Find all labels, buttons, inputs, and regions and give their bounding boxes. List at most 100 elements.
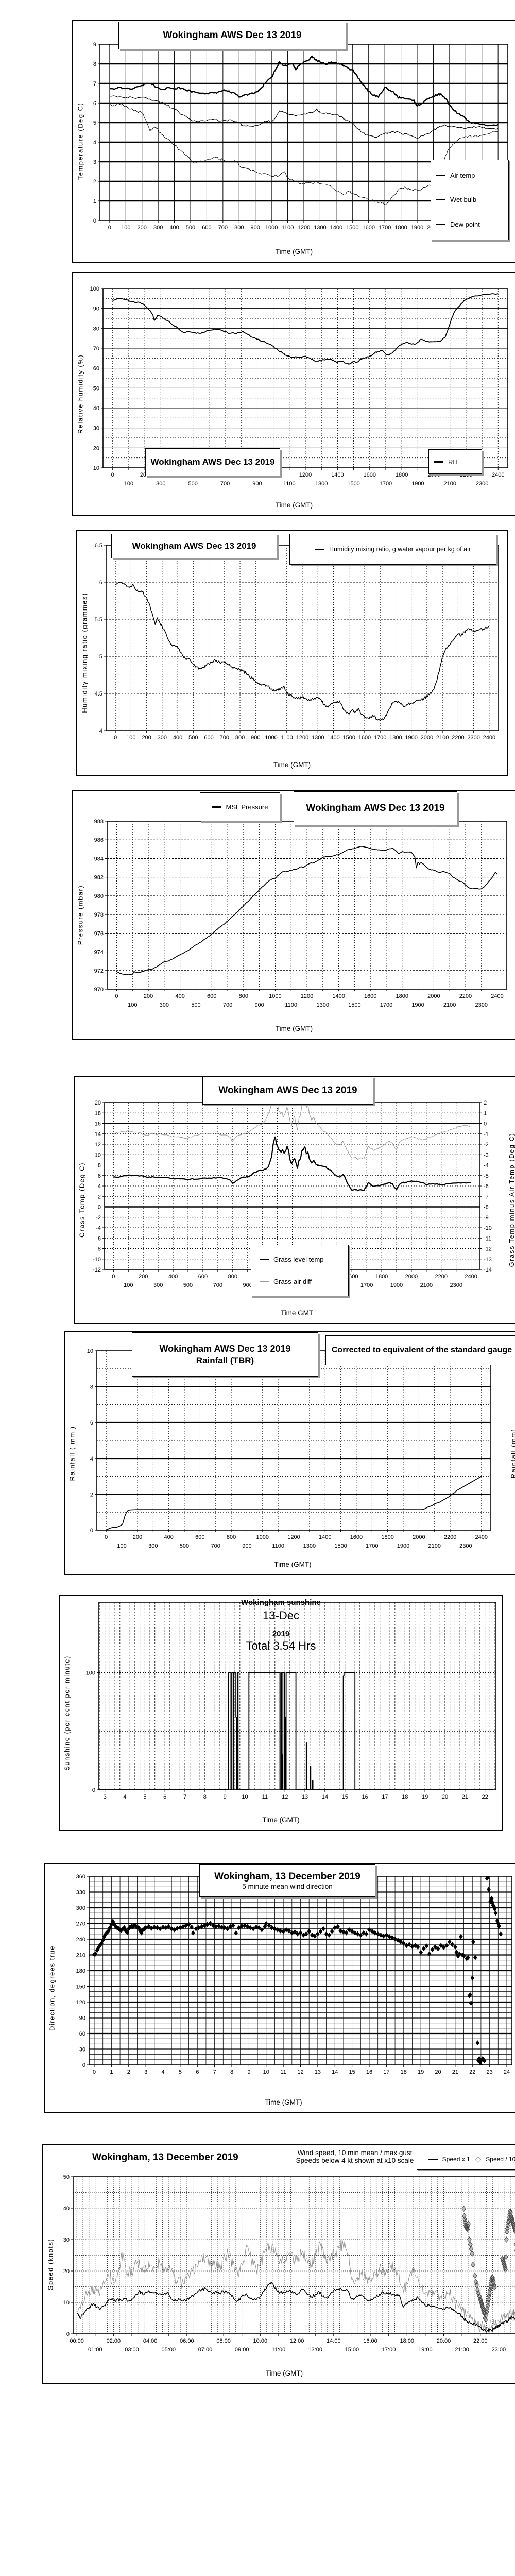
svg-text:360: 360 <box>76 1874 85 1880</box>
svg-text:4: 4 <box>123 1794 126 1800</box>
svg-text:-1: -1 <box>484 1131 489 1138</box>
svg-text:972: 972 <box>94 968 104 974</box>
svg-text:2100: 2100 <box>443 1002 456 1008</box>
svg-text:22: 22 <box>469 2069 475 2075</box>
svg-text:800: 800 <box>235 735 245 741</box>
line-marker-icon <box>436 199 445 200</box>
svg-text:2100: 2100 <box>443 481 456 487</box>
svg-text:6: 6 <box>163 1794 166 1800</box>
svg-text:6: 6 <box>93 100 96 107</box>
svg-text:11:00: 11:00 <box>272 2347 286 2353</box>
svg-text:3: 3 <box>93 159 96 165</box>
svg-text:1600: 1600 <box>350 1534 363 1540</box>
svg-text:500: 500 <box>186 225 195 231</box>
svg-text:21:00: 21:00 <box>455 2347 469 2353</box>
correction-note: Corrected to equivalent of the standard … <box>325 1335 515 1365</box>
svg-text:-8: -8 <box>484 1205 489 1211</box>
svg-text:14: 14 <box>95 1131 101 1138</box>
svg-text:2000: 2000 <box>421 735 433 741</box>
humidity-mixing-ratio-plot: 0 100 200 300 400 500 600 700 800 900 1000 1100 1200… <box>95 543 499 741</box>
svg-text:1100: 1100 <box>272 1543 284 1549</box>
chart-panel-rainfall: Rainfall ( mm ) Rainfall (mm) 0 100 200 300… <box>64 1331 515 1575</box>
svg-text:00:00: 00:00 <box>70 2338 84 2344</box>
svg-text:900: 900 <box>243 1282 252 1289</box>
svg-text:1800: 1800 <box>396 993 408 999</box>
svg-text:9: 9 <box>93 42 96 48</box>
svg-text:22:00: 22:00 <box>473 2338 488 2344</box>
svg-text:1400: 1400 <box>330 225 342 231</box>
svg-text:2400: 2400 <box>492 472 504 478</box>
x-axis-label: Time (GMT) <box>273 761 311 769</box>
svg-text:16: 16 <box>362 1794 368 1800</box>
sunshine-header: Wokingham sunshine 13-Dec 2019 Total 3.5… <box>60 1598 502 1653</box>
svg-text:12: 12 <box>95 1142 101 1148</box>
svg-text:-4: -4 <box>96 1225 101 1231</box>
svg-text:100: 100 <box>90 286 99 292</box>
svg-text:6: 6 <box>90 1420 93 1426</box>
svg-text:980: 980 <box>94 893 104 900</box>
relative-humidity-plot: 0100200300400500600700800900100011001200… <box>90 286 508 487</box>
svg-text:2100: 2100 <box>428 1543 440 1549</box>
svg-text:2300: 2300 <box>450 1282 462 1289</box>
svg-text:500: 500 <box>191 1002 200 1008</box>
chart-title-box: Wokingham AWS Dec 13 2019 <box>145 448 280 476</box>
svg-text:1700: 1700 <box>379 225 391 231</box>
svg-text:07:00: 07:00 <box>198 2347 213 2353</box>
svg-text:1700: 1700 <box>380 481 392 487</box>
svg-text:1900: 1900 <box>390 1282 403 1289</box>
svg-text:02:00: 02:00 <box>107 2338 121 2344</box>
svg-text:100: 100 <box>126 735 135 741</box>
svg-text:3: 3 <box>144 2069 147 2075</box>
svg-text:11: 11 <box>262 1794 268 1800</box>
svg-text:1000: 1000 <box>256 1534 269 1540</box>
svg-text:04:00: 04:00 <box>143 2338 158 2344</box>
svg-text:1200: 1200 <box>298 225 310 231</box>
svg-text:60: 60 <box>93 366 99 372</box>
wind-speed-note-2: Speeds below 4 kt shown at x10 scale <box>296 2157 414 2164</box>
svg-text:1200: 1200 <box>301 993 313 999</box>
svg-text:1300: 1300 <box>314 225 326 231</box>
svg-text:1500: 1500 <box>347 481 359 487</box>
svg-text:1400: 1400 <box>327 735 339 741</box>
svg-text:900: 900 <box>254 1002 264 1008</box>
legend-item: Wet bulb <box>436 196 503 204</box>
y-axis-label: Direction, degrees true <box>48 1945 56 2031</box>
grass-temp-plot: 0100200300400500600700800900100011001200… <box>93 1100 492 1289</box>
svg-text:17: 17 <box>383 2069 389 2075</box>
chart-title: Wokingham, 13 December 2019 <box>214 1871 360 1882</box>
svg-text:1200: 1200 <box>296 735 308 741</box>
svg-text:30: 30 <box>63 2237 70 2243</box>
line-marker-icon <box>436 224 445 225</box>
svg-text:300: 300 <box>153 225 163 231</box>
svg-text:400: 400 <box>173 735 182 741</box>
svg-text:7: 7 <box>93 81 96 87</box>
svg-text:1000: 1000 <box>265 225 278 231</box>
legend-item: Grass level temp <box>260 1256 343 1263</box>
svg-text:-6: -6 <box>484 1183 489 1190</box>
chart-title: Wokingham AWS Dec 13 2019 <box>306 803 445 814</box>
legend-item-label: Grass level temp <box>273 1256 324 1263</box>
svg-text:1: 1 <box>93 198 96 205</box>
svg-text:240: 240 <box>76 1937 85 1943</box>
svg-text:10: 10 <box>242 1794 248 1800</box>
chart-title: Wokingham AWS Dec 13 2019 <box>159 1343 291 1354</box>
svg-text:4: 4 <box>93 140 96 146</box>
chart-panel-humidity-mixing-ratio: Humidity mixing ratio (grammes) 0 100 200 3… <box>76 530 508 776</box>
svg-text:7: 7 <box>183 1794 186 1800</box>
svg-text:23:00: 23:00 <box>492 2347 506 2353</box>
svg-text:2000: 2000 <box>427 993 440 999</box>
svg-text:20: 20 <box>442 1794 448 1800</box>
x-axis-label: Time (GMT) <box>265 2098 302 2106</box>
svg-text:4: 4 <box>98 1183 101 1190</box>
svg-text:1600: 1600 <box>362 225 374 231</box>
legend-item-label: Speed / 10 <box>486 2156 515 2163</box>
svg-text:1600: 1600 <box>358 735 371 741</box>
svg-text:-12: -12 <box>484 1246 492 1252</box>
svg-text:1900: 1900 <box>397 1543 409 1549</box>
svg-text:8: 8 <box>203 1794 207 1800</box>
svg-text:1300: 1300 <box>303 1543 316 1549</box>
svg-text:1300: 1300 <box>317 1002 329 1008</box>
svg-text:14:00: 14:00 <box>327 2338 341 2344</box>
svg-text:7: 7 <box>213 2069 216 2075</box>
svg-text:12: 12 <box>297 2069 303 2075</box>
